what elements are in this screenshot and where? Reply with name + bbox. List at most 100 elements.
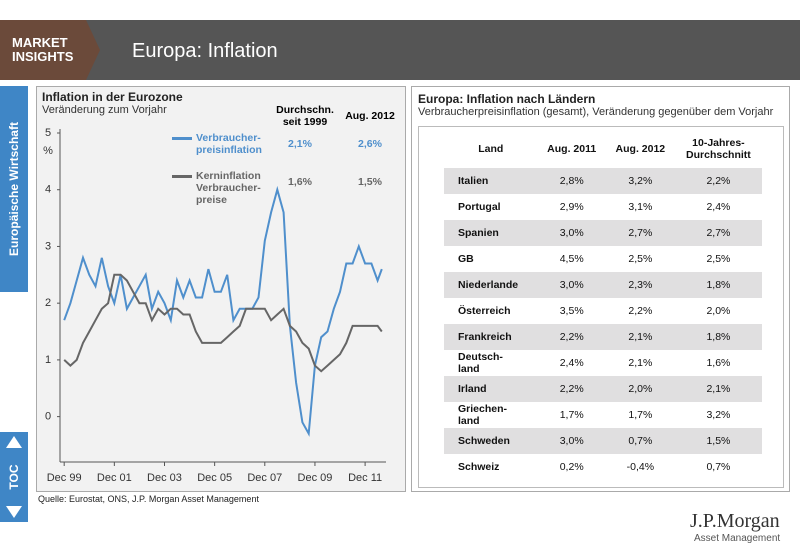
table-cell: 3,2% (605, 168, 675, 194)
table-cell: 2,7% (674, 220, 762, 246)
table-row: Griechen- land 1,7% 1,7% 3,2% (444, 402, 762, 428)
table-cell: 1,5% (674, 428, 762, 454)
table-cell: 2,5% (628, 253, 653, 265)
column-header: 10-Jahres- Durchschnitt (686, 137, 751, 161)
table-cell: Spanien (444, 220, 538, 246)
table-cell: 1,8% (674, 324, 762, 350)
table-cell: Irland (444, 376, 538, 402)
x-tick-label: Dec 11 (348, 472, 382, 484)
column-header: Aug. 2011 (547, 143, 597, 155)
table-row: Frankreich 2,2% 2,1% 1,8% (444, 324, 762, 350)
table-title: Europa: Inflation nach Ländern (418, 92, 596, 106)
table-cell: 0,7% (605, 428, 675, 454)
y-tick-label: 5 (45, 127, 51, 139)
slide-title: Europa: Inflation (132, 40, 278, 62)
table-row: GB 4,5% 2,5% 2,5% (444, 246, 762, 272)
legend-stat: 2,1% (288, 138, 312, 150)
table-row: Spanien 3,0% 2,7% 2,7% (444, 220, 762, 246)
table-cell: 2,8% (537, 168, 606, 194)
table-cell: 3,2% (706, 409, 731, 421)
table: Land Aug. 2011 Aug. 2012 10-Jahres- Durchsc… (444, 130, 762, 480)
table-cell: 2,1% (628, 357, 653, 369)
logo: J.P.Morgan (690, 510, 780, 532)
brand-arrow (86, 20, 100, 80)
table-panel (411, 86, 790, 492)
x-tick-label: Dec 03 (147, 472, 182, 484)
table-cell: Portugal (458, 201, 501, 213)
legend-stat: 1,6% (288, 176, 312, 188)
table-row: Niederlande 3,0% 2,3% 1,8% (444, 272, 762, 298)
legend-stat: 1,5% (358, 176, 382, 188)
table-row: Portugal 2,9% 3,1% 2,4% (444, 194, 762, 220)
table-frame (418, 126, 784, 488)
table-cell: 3,5% (559, 305, 584, 317)
legend-swatch (172, 175, 192, 178)
y-tick-label: 4 (45, 184, 51, 196)
x-tick-label: Dec 09 (298, 472, 333, 484)
chart-title: Inflation in der Eurozone (42, 90, 183, 104)
table-cell: Frankreich (444, 324, 538, 350)
table-cell: 2,1% (605, 324, 675, 350)
table-cell: -0,4% (626, 461, 655, 473)
toc-arrows (6, 436, 22, 518)
table-cell: Italien (444, 168, 538, 194)
table-row: Italien 2,8% 3,2% 2,2% (444, 168, 762, 194)
table-cell: 2,4% (706, 201, 731, 213)
x-tick-label: Dec 01 (97, 472, 132, 484)
table-cell: Deutsch- land (458, 351, 503, 375)
table-cell: 2,2% (674, 168, 762, 194)
table-header: Land Aug. 2011 Aug. 2012 10-Jahres- Durchsc… (444, 130, 762, 168)
series-line (63, 273, 383, 373)
table-cell: 1,7% (628, 409, 653, 421)
table-cell: 2,9% (559, 201, 584, 213)
table-row: Deutsch- land 2,4% 2,1% 1,6% (444, 350, 762, 376)
table-cell: 0,7% (706, 461, 731, 473)
y-tick-label: 0 (45, 411, 51, 423)
table-cell: 2,3% (605, 272, 675, 298)
table-cell: 2,7% (605, 220, 675, 246)
table-cell: 2,2% (628, 305, 653, 317)
table-cell: 2,2% (537, 376, 606, 402)
y-tick-label: 2 (45, 297, 51, 309)
table-cell: 1,6% (706, 357, 731, 369)
table-cell: 4,5% (559, 253, 584, 265)
table-cell: 2,0% (706, 305, 731, 317)
x-tick-label: Dec 07 (247, 472, 282, 484)
y-unit: % (43, 145, 53, 157)
legend-header: Durchschn. seit 1999 (276, 104, 334, 128)
table-subtitle: Verbraucherpreisinflation (gesamt), Verä… (418, 106, 774, 118)
table-cell: 2,5% (706, 253, 731, 265)
table-row: Schweden 3,0% 0,7% 1,5% (444, 428, 762, 454)
table-cell: 3,0% (537, 428, 606, 454)
table-cell: Schweden (444, 428, 538, 454)
table-cell: 2,0% (605, 376, 675, 402)
section-tab[interactable] (0, 86, 28, 292)
table-cell: 2,1% (674, 376, 762, 402)
table-cell: 1,7% (559, 409, 584, 421)
source: Quelle: Eurostat, ONS, J.P. Morgan Asset… (38, 494, 259, 504)
table-cell: 3,0% (537, 220, 606, 246)
column-header: Aug. 2012 (615, 143, 666, 155)
table-cell: 2,4% (559, 357, 584, 369)
x-tick-label: Dec 05 (197, 472, 232, 484)
header-bar (0, 20, 800, 80)
y-tick-label: 3 (45, 240, 51, 252)
table-row: Irland 2,2% 2,0% 2,1% (444, 376, 762, 402)
table-cell: Griechen- land (458, 403, 508, 427)
logo-sub: Asset Management (694, 533, 781, 544)
table-row: Schweiz 0,2% -0,4% 0,7% (444, 454, 762, 480)
table-cell: 3,1% (628, 201, 653, 213)
table-cell: GB (458, 253, 474, 265)
chart-panel (36, 86, 406, 492)
table-row: Österreich 3,5% 2,2% 2,0% (444, 298, 762, 324)
table-cell: 1,8% (674, 272, 762, 298)
legend-label: Kerninflation Verbraucher- preise (196, 170, 261, 206)
legend-swatch (172, 137, 192, 140)
table-cell: Niederlande (444, 272, 538, 298)
table-cell: Schweiz (458, 461, 500, 473)
table-cell: 0,2% (559, 461, 584, 473)
series-line (63, 185, 383, 437)
y-tick-label: 1 (45, 354, 51, 366)
